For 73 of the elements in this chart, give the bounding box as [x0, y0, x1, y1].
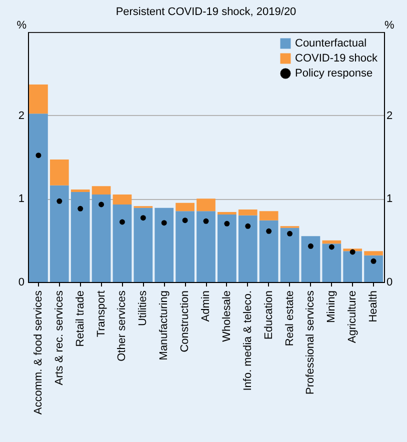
- point: [328, 244, 334, 250]
- bar: [70, 192, 90, 282]
- bar: [364, 251, 383, 256]
- point: [140, 215, 146, 221]
- bar: [196, 198, 216, 212]
- y-tick-label: 0: [18, 276, 24, 288]
- legend-label: Policy response: [295, 68, 373, 80]
- x-tick-label: Admin: [200, 290, 212, 322]
- x-tick-label: Other services: [116, 290, 128, 362]
- point: [287, 230, 293, 236]
- x-tick-label: Health: [368, 290, 380, 322]
- bar: [218, 214, 236, 282]
- x-tick-label: Education: [262, 290, 275, 340]
- bar: [322, 244, 342, 282]
- bar: [112, 194, 132, 204]
- point: [266, 228, 272, 234]
- point: [36, 152, 42, 158]
- x-tick-label: Utilities: [137, 290, 150, 326]
- point: [78, 206, 84, 212]
- x-tick-label: Real estate: [284, 290, 296, 346]
- y-axis-title: %: [16, 20, 27, 32]
- bar: [134, 208, 153, 282]
- bar: [92, 194, 111, 282]
- legend-label: COVID-19 shock: [295, 52, 378, 64]
- y2-axis-title: %: [384, 20, 394, 32]
- x-tick-label: Professional services: [304, 290, 317, 394]
- point: [161, 220, 167, 226]
- bar: [112, 204, 132, 282]
- legend-label: Counterfactual: [295, 38, 367, 50]
- bar: [301, 236, 320, 282]
- bar: [364, 255, 383, 282]
- bar: [176, 202, 194, 212]
- x-tick-label: Accomm. & food services: [32, 290, 44, 415]
- x-tick-label: Agriculture: [346, 290, 359, 344]
- point: [245, 223, 251, 229]
- bar: [196, 211, 216, 282]
- bar: [238, 210, 258, 216]
- point: [203, 218, 209, 224]
- bar: [280, 228, 300, 282]
- point: [370, 258, 376, 264]
- bar: [259, 220, 278, 282]
- x-tick-label: Construction: [179, 290, 192, 352]
- x-tick-label: Mining: [326, 290, 338, 323]
- point: [119, 219, 125, 225]
- point: [224, 220, 230, 226]
- bar: [92, 186, 111, 194]
- bar: [238, 215, 258, 282]
- bar: [176, 211, 194, 282]
- bar: [29, 84, 48, 114]
- bar: [343, 251, 362, 282]
- y2-tick-label: 0: [386, 276, 393, 288]
- y2-tick-label: 2: [386, 110, 393, 122]
- x-tick-label: Retail trade: [74, 290, 86, 347]
- point: [98, 202, 104, 208]
- y2-tick-label: 1: [386, 193, 393, 206]
- bar: [154, 208, 174, 282]
- bar: [50, 160, 69, 186]
- point: [350, 249, 356, 255]
- point: [56, 198, 62, 204]
- chart-title: Persistent COVID-19 shock, 2019/20: [116, 6, 296, 18]
- x-tick-label: Manufacturing: [158, 290, 170, 360]
- bar: [29, 114, 48, 282]
- bar: [322, 240, 342, 244]
- x-tick-label: Wholesale: [220, 290, 233, 342]
- x-tick-label: Transport: [95, 290, 108, 338]
- point: [182, 218, 188, 224]
- bar: [259, 211, 278, 220]
- x-tick-label: Info. media & teleco.: [242, 290, 254, 391]
- point: [308, 243, 314, 249]
- x-tick-label: Arts & rec. services: [53, 290, 66, 386]
- bar: [50, 185, 69, 282]
- y-tick-label: 2: [18, 110, 24, 122]
- y-tick-label: 1: [18, 193, 24, 206]
